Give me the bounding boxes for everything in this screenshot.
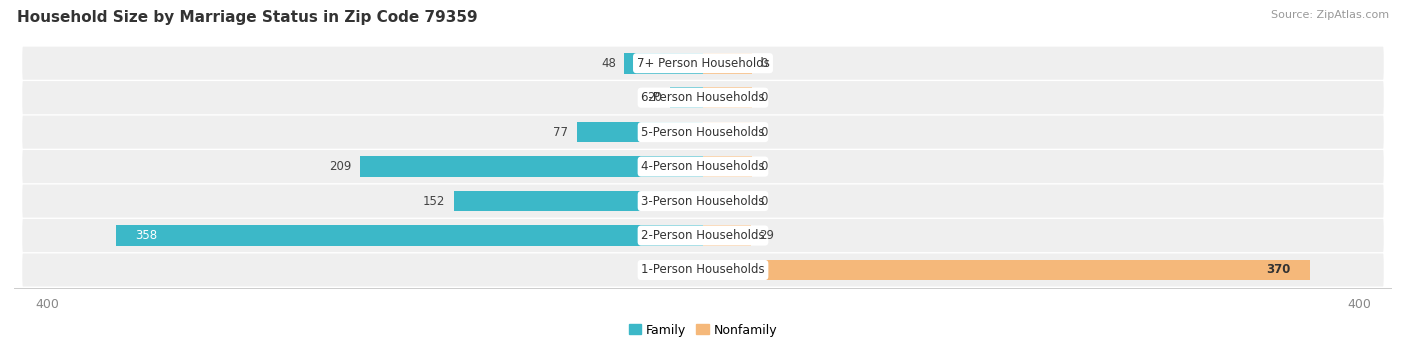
Text: Source: ZipAtlas.com: Source: ZipAtlas.com [1271,10,1389,20]
Bar [115,225,703,246]
FancyBboxPatch shape [22,253,1384,287]
Text: 29: 29 [759,229,773,242]
Bar [703,260,1310,280]
Text: 1-Person Households: 1-Person Households [641,264,765,276]
Bar [703,87,752,108]
Text: 4-Person Households: 4-Person Households [641,160,765,173]
Bar [360,156,703,177]
Bar [703,156,752,177]
Text: 0: 0 [761,57,768,70]
Text: 6-Person Households: 6-Person Households [641,91,765,104]
Text: 5-Person Households: 5-Person Households [641,126,765,139]
Text: 2-Person Households: 2-Person Households [641,229,765,242]
Bar [671,87,703,108]
Text: 20: 20 [647,91,662,104]
Text: 0: 0 [761,194,768,207]
Legend: Family, Nonfamily: Family, Nonfamily [624,319,782,340]
FancyBboxPatch shape [22,116,1384,149]
Text: 358: 358 [135,229,157,242]
Text: 3-Person Households: 3-Person Households [641,194,765,207]
Bar [454,191,703,211]
Text: 0: 0 [761,126,768,139]
Bar [576,122,703,142]
FancyBboxPatch shape [22,185,1384,218]
Text: 370: 370 [1265,264,1291,276]
Text: Household Size by Marriage Status in Zip Code 79359: Household Size by Marriage Status in Zip… [17,10,478,25]
FancyBboxPatch shape [22,47,1384,80]
Bar [703,122,752,142]
FancyBboxPatch shape [22,219,1384,252]
Text: 48: 48 [602,57,616,70]
Text: 0: 0 [761,91,768,104]
Bar [703,191,752,211]
FancyBboxPatch shape [22,81,1384,114]
Text: 0: 0 [761,160,768,173]
Bar [703,53,752,73]
Text: 77: 77 [554,126,568,139]
FancyBboxPatch shape [22,150,1384,183]
Bar [703,225,751,246]
Bar [624,53,703,73]
Text: 7+ Person Households: 7+ Person Households [637,57,769,70]
Text: 152: 152 [423,194,446,207]
Text: 209: 209 [329,160,352,173]
